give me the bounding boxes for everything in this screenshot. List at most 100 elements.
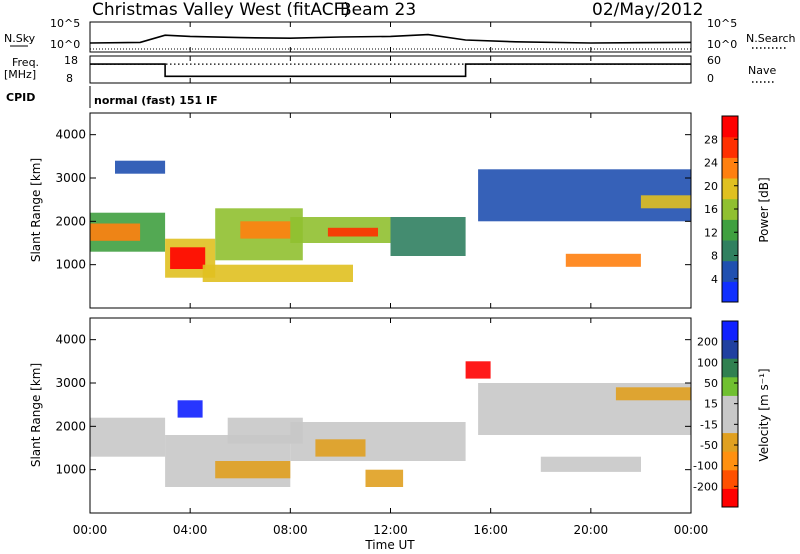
nsearch-tick-bottom: 10^0 (707, 38, 737, 51)
power-ytick-label-3: 4000 (55, 128, 86, 142)
power-ytick-label-0: 1000 (55, 258, 86, 272)
xtick-label-5: 20:00 (574, 523, 609, 537)
noise-panel: N.Sky 10^5 10^0 10^5 10^0 N.Search (4, 17, 796, 53)
power-colorbar-label: Power [dB] (757, 177, 771, 242)
power-colorbar: 4 8 12 16 20 24 28 (704, 115, 739, 303)
velocity-region-11 (465, 361, 491, 379)
nave-tick-bottom: 0 (707, 72, 714, 85)
power-region-11 (565, 253, 641, 267)
nave-tick-top: 60 (707, 54, 721, 67)
freq-tick-top: 18 (64, 54, 78, 67)
power-region-13 (115, 160, 166, 174)
velocity-panel: 1000 2000 3000 4000 Slant Range [km] -200 -1… (29, 317, 771, 514)
power-colorbar-swatch-6 (722, 157, 738, 179)
velocity-ytick-label-1: 2000 (55, 419, 86, 433)
power-colorbar-label-5: 24 (704, 157, 718, 170)
power-colorbar-swatch-8 (722, 116, 738, 138)
freq-tick-bottom: 8 (66, 72, 73, 85)
power-colorbar-swatch-1 (722, 260, 738, 282)
velocity-colorbar-swatch-1 (722, 469, 738, 489)
nsearch-tick-top: 10^5 (707, 17, 737, 30)
date-label: 02/May/2012 (592, 0, 704, 20)
xtick-label-6: 00:00 (674, 523, 709, 537)
velocity-ytick-label-0: 1000 (55, 463, 86, 477)
frequency-line (90, 63, 691, 78)
power-region-5 (240, 221, 291, 239)
figure-title: Christmas Valley West (fitACF) (92, 0, 350, 20)
velocity-heatmap (90, 361, 691, 487)
power-colorbar-swatch-7 (722, 136, 738, 158)
velocity-region-0 (90, 417, 166, 457)
power-region-6 (202, 264, 353, 282)
noise-series (89, 33, 692, 50)
power-panel: 1000 2000 3000 4000 Slant Range [km] 4 8 12 16… (29, 112, 771, 309)
cpid-label: CPID (6, 91, 35, 104)
power-colorbar-label-2: 12 (704, 226, 718, 239)
power-y-axis-label: Slant Range [km] (29, 158, 43, 262)
nsky-tick-bottom: 10^0 (50, 38, 80, 51)
nsky-label: N.Sky (4, 32, 36, 45)
xtick-label-0: 00:00 (73, 523, 108, 537)
power-colorbar-swatch-2 (722, 240, 738, 262)
power-colorbar-swatch-0 (722, 281, 738, 303)
velocity-colorbar-label-7: 200 (697, 336, 718, 349)
power-region-8 (327, 227, 378, 237)
xtick-label-3: 12:00 (373, 523, 408, 537)
power-ytick-label-1: 2000 (55, 214, 86, 228)
velocity-colorbar-swatch-7 (722, 358, 738, 378)
power-y-ticks: 1000 2000 3000 4000 (55, 128, 691, 272)
velocity-region-9 (540, 456, 641, 472)
noise-line-nsky (89, 33, 692, 44)
power-colorbar-label-3: 16 (704, 203, 718, 216)
power-heatmap (90, 160, 691, 282)
velocity-region-7 (390, 422, 466, 461)
cpid-mode: normal (fast) 151 IF (94, 94, 218, 107)
nave-label: Nave (748, 64, 776, 77)
velocity-colorbar-swatch-0 (722, 488, 738, 508)
power-region-1 (90, 223, 141, 241)
frequency-series (90, 63, 691, 78)
xtick-label-1: 04:00 (173, 523, 208, 537)
velocity-y-axis-label: Slant Range [km] (29, 363, 43, 467)
xtick-label-2: 08:00 (273, 523, 308, 537)
velocity-region-6 (365, 469, 404, 487)
power-region-9 (390, 217, 466, 256)
power-colorbar-label-0: 4 (711, 273, 718, 286)
velocity-region-10 (177, 400, 203, 418)
velocity-colorbar-swatch-6 (722, 376, 738, 396)
power-colorbar-swatch-4 (722, 198, 738, 220)
velocity-ytick-label-3: 4000 (55, 333, 86, 347)
freq-label: Freq. (12, 56, 39, 69)
velocity-colorbar-label: Velocity [m s⁻¹] (757, 368, 771, 461)
velocity-colorbar-label-2: -50 (700, 439, 718, 452)
velocity-colorbar-label-5: 50 (704, 377, 718, 390)
velocity-colorbar-swatch-3 (722, 432, 738, 452)
nsearch-label: N.Search (746, 32, 796, 45)
time-x-ticks: 00:00 04:00 08:00 12:00 16:00 20:00 00:00 (73, 22, 709, 537)
velocity-region-3 (227, 417, 303, 444)
power-colorbar-label-4: 20 (704, 180, 718, 193)
freq-unit-label: [MHz] (4, 68, 36, 81)
velocity-colorbar-label-6: 100 (697, 356, 718, 369)
power-colorbar-label-1: 8 (711, 250, 718, 263)
x-axis-label: Time UT (364, 538, 415, 552)
velocity-ytick-label-2: 3000 (55, 376, 86, 390)
velocity-colorbar-label-3: -15 (700, 418, 718, 431)
velocity-colorbar-label-1: -100 (693, 460, 718, 473)
power-region-3 (170, 247, 206, 269)
xtick-label-4: 16:00 (473, 523, 508, 537)
velocity-y-ticks: 1000 2000 3000 4000 (55, 333, 691, 477)
velocity-colorbar-frame (721, 320, 739, 508)
velocity-region-12 (615, 387, 691, 401)
velocity-colorbar: -200 -100 -50 -15 15 50 100 200 (693, 320, 739, 508)
nsky-tick-top: 10^5 (50, 17, 80, 30)
velocity-colorbar-swatch-8 (722, 339, 738, 359)
velocity-colorbar-label-0: -200 (693, 480, 718, 493)
velocity-colorbar-swatch-4 (722, 414, 738, 434)
power-colorbar-label-6: 28 (704, 133, 718, 146)
power-ytick-label-2: 3000 (55, 171, 86, 185)
velocity-colorbar-swatch-2 (722, 451, 738, 471)
power-region-12 (640, 195, 691, 209)
velocity-colorbar-label-4: 15 (704, 398, 718, 411)
